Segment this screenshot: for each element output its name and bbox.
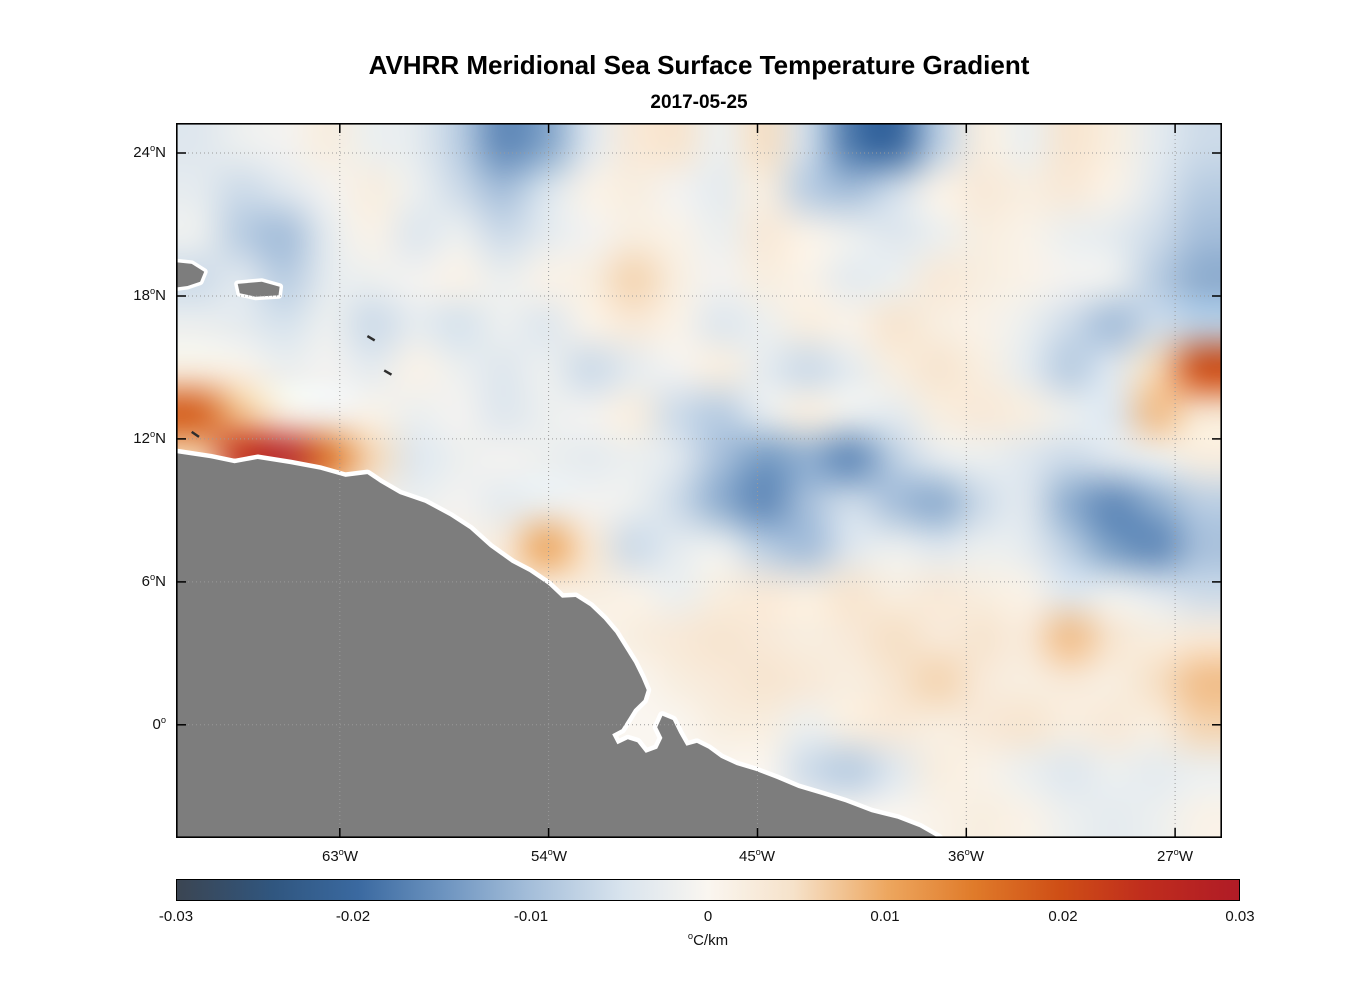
chart-subtitle: 2017-05-25 bbox=[650, 92, 748, 113]
colorbar-tick-label: 0.03 bbox=[1225, 908, 1255, 925]
colorbar-tick-label: -0.02 bbox=[335, 908, 371, 925]
colorbar-tick-label: 0.01 bbox=[870, 908, 900, 925]
colorbar-unit-text: C/km bbox=[693, 932, 729, 949]
small-island-mark bbox=[366, 335, 376, 342]
map-plot-area bbox=[176, 123, 1222, 838]
x-axis-tick-label: 27oW bbox=[1156, 847, 1194, 865]
colorbar-tick-label: 0 bbox=[703, 908, 713, 925]
colorbar-unit-label: oC/km bbox=[608, 931, 808, 949]
small-island-mark bbox=[190, 430, 200, 438]
y-axis-tick-label: 12oN bbox=[133, 429, 166, 447]
island bbox=[176, 258, 208, 292]
colorbar-tick-label: -0.03 bbox=[158, 908, 194, 925]
y-axis-tick-label: 6oN bbox=[141, 572, 166, 590]
x-axis-tick-label: 45oW bbox=[738, 847, 776, 865]
colorbar bbox=[176, 879, 1240, 901]
x-axis-tick-label: 36oW bbox=[947, 847, 985, 865]
y-axis-tick-label: 24oN bbox=[133, 143, 166, 161]
x-axis-tick-label: 63oW bbox=[321, 847, 359, 865]
landmass-south-america bbox=[176, 448, 944, 838]
y-axis-tick-label: 0o bbox=[152, 715, 166, 733]
chart-title: AVHRR Meridional Sea Surface Temperature… bbox=[368, 50, 1030, 80]
colorbar-tick-label: -0.01 bbox=[513, 908, 549, 925]
small-island-mark bbox=[383, 369, 393, 376]
y-axis-tick-label: 18oN bbox=[133, 286, 166, 304]
colorbar-tick-label: 0.02 bbox=[1048, 908, 1078, 925]
island bbox=[234, 278, 284, 301]
degree-symbol: o bbox=[687, 931, 694, 941]
x-axis-tick-label: 54oW bbox=[530, 847, 568, 865]
axes-frame bbox=[176, 123, 1222, 838]
map-overlay bbox=[176, 123, 1222, 838]
